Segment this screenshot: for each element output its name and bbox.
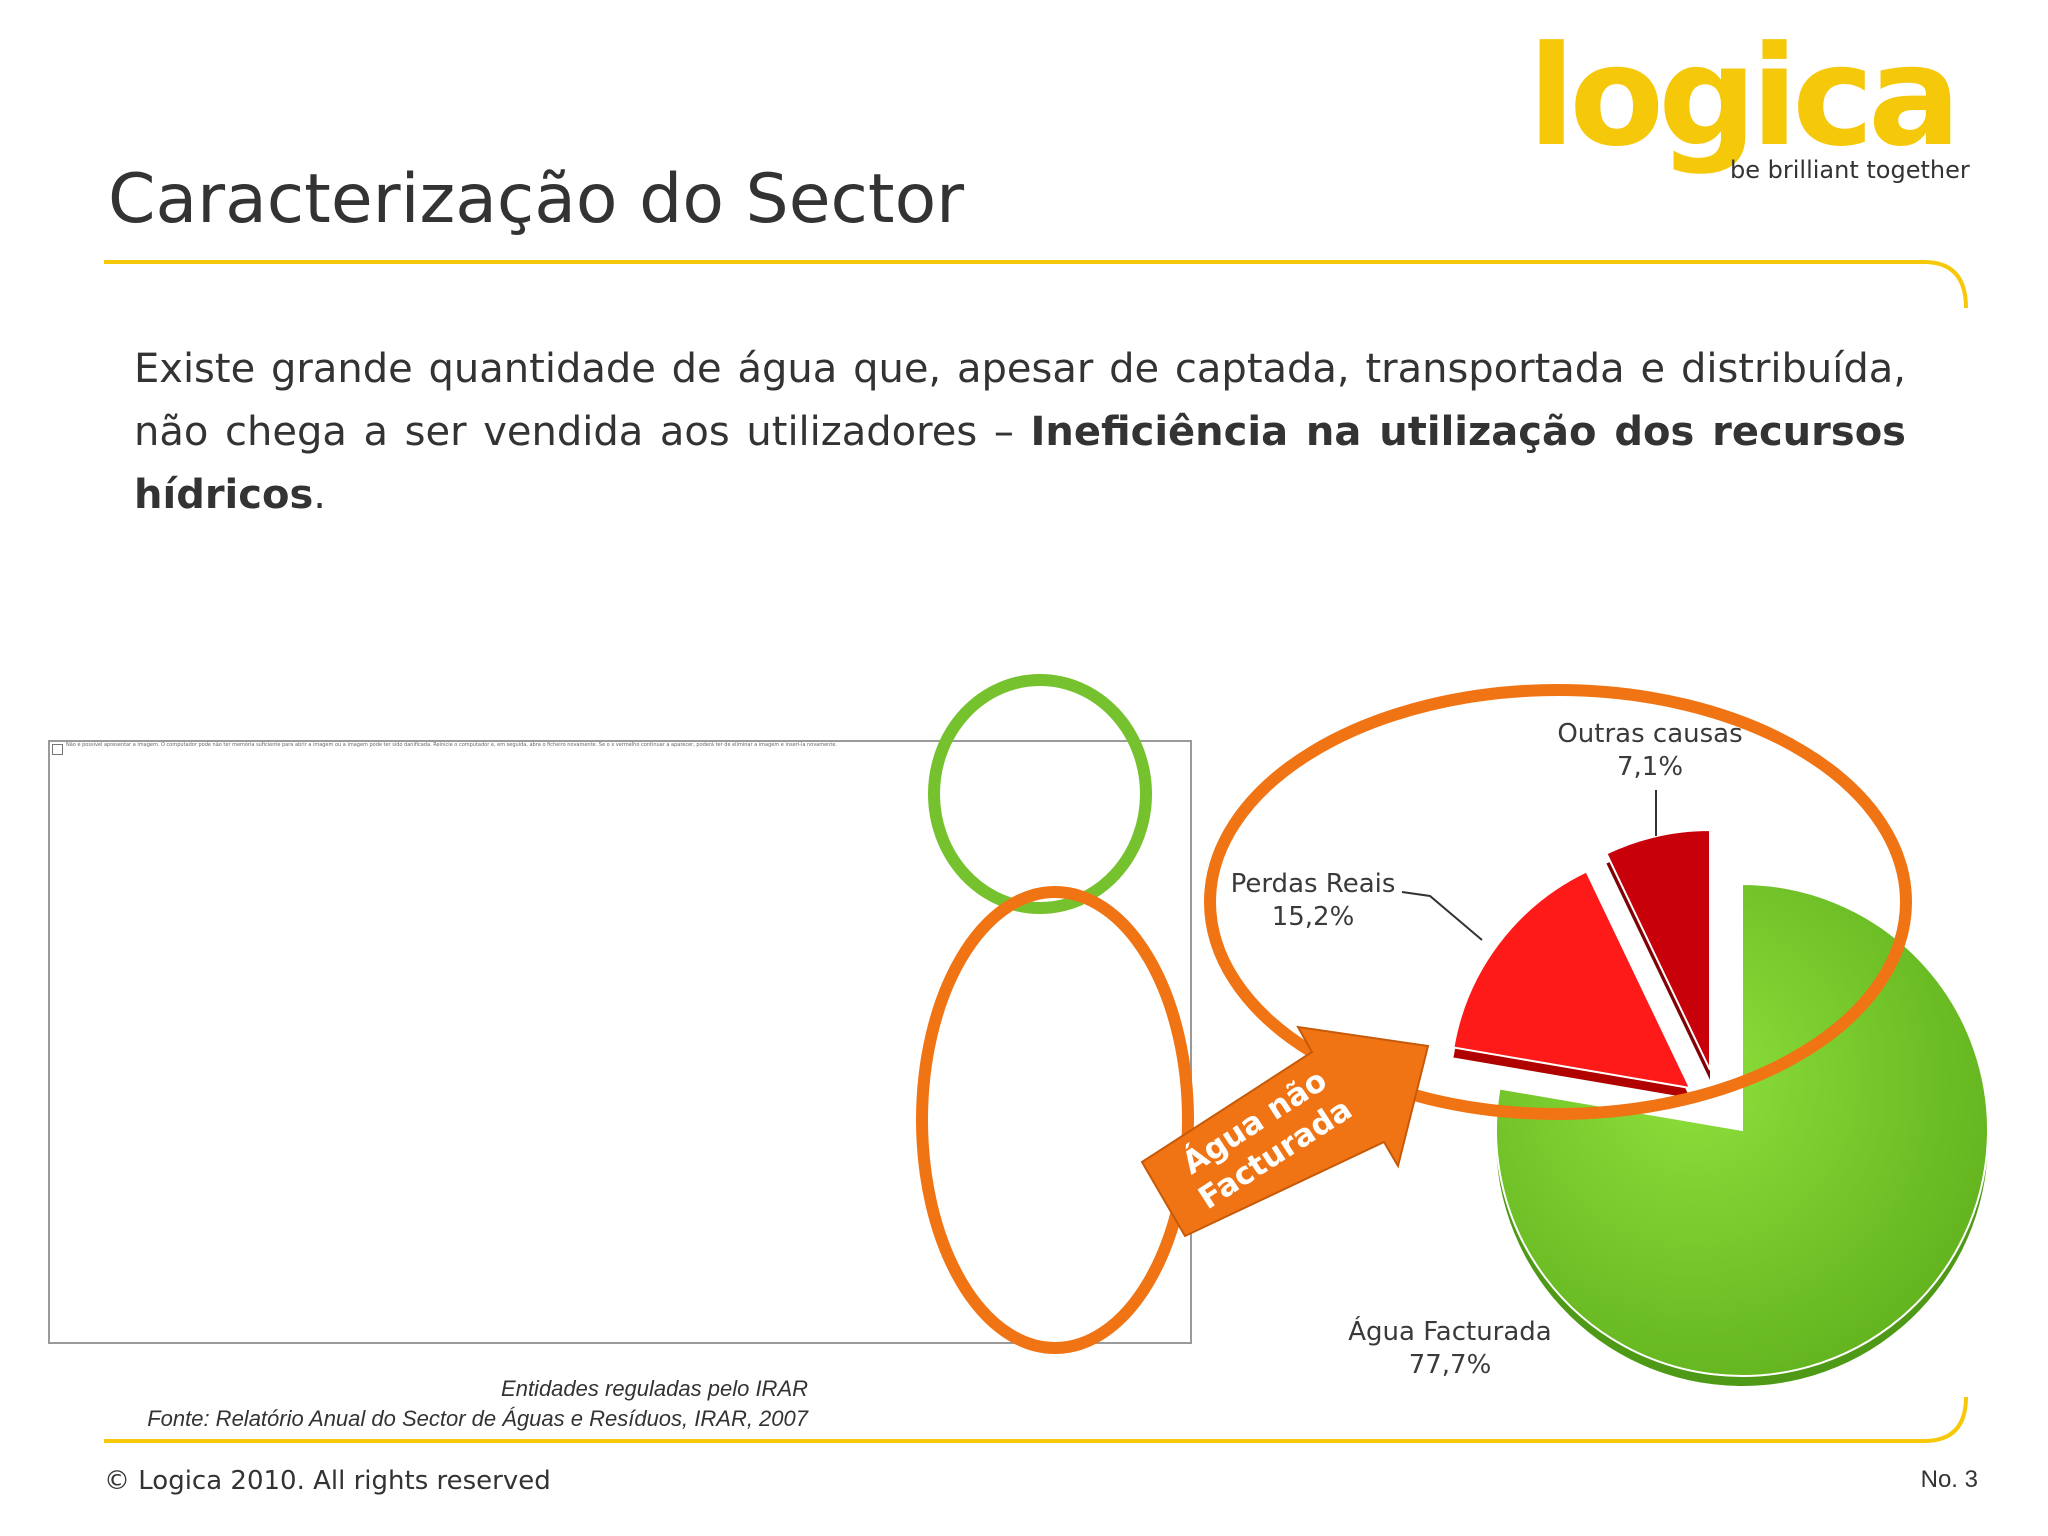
pie-label-perdas-name: Perdas Reais	[1230, 869, 1396, 899]
pie-label-perdas: Perdas Reais 15,2%	[1218, 868, 1408, 934]
orange-highlight-ellipse-large	[1204, 684, 1912, 1120]
caption-line1: Entidades reguladas pelo IRAR	[501, 1376, 808, 1401]
header-rule	[104, 260, 1968, 309]
logo-tagline: be brilliant together	[1730, 156, 1970, 184]
source-caption: Entidades reguladas pelo IRAR Fonte: Rel…	[108, 1374, 808, 1434]
leader-perdas	[1401, 891, 1483, 941]
pie-label-outras-name: Outras causas	[1557, 719, 1743, 749]
broken-image-icon	[52, 744, 63, 755]
pie-label-facturada: Água Facturada 77,7%	[1330, 1316, 1570, 1382]
body-text-end: .	[313, 472, 326, 518]
image-error-message: Não é possível apresentar a imagem. O co…	[66, 742, 837, 748]
body-paragraph: Existe grande quantidade de água que, ap…	[134, 338, 1906, 527]
arrow-shape	[1140, 1025, 1430, 1238]
green-highlight-circle	[928, 674, 1152, 914]
image-placeholder	[48, 740, 1192, 1344]
caption-line2: Fonte: Relatório Anual do Sector de Água…	[147, 1406, 808, 1431]
page-number: No. 3	[1920, 1466, 1978, 1493]
pie-label-facturada-value: 77,7%	[1408, 1350, 1492, 1380]
footer-rule	[104, 1396, 1968, 1443]
pie-slice-2	[1605, 828, 1711, 1071]
pie-label-outras: Outras causas 7,1%	[1540, 718, 1760, 784]
footer-copyright: © Logica 2010. All rights reserved	[104, 1466, 551, 1496]
pie-label-perdas-value: 15,2%	[1271, 902, 1355, 932]
pie-label-outras-value: 7,1%	[1616, 752, 1684, 782]
logica-logo: logica	[1528, 16, 1961, 177]
body-text-part: Existe grande quantidade de água que, ap…	[134, 346, 1906, 455]
body-bold-emphasis: Ineficiência na utilização dos recursos …	[134, 409, 1906, 518]
orange-highlight-ellipse-small	[916, 886, 1194, 1354]
slide-title: Caracterização do Sector	[108, 160, 965, 239]
pie-label-facturada-name: Água Facturada	[1348, 1317, 1552, 1347]
pie-slice-1	[1452, 870, 1692, 1090]
